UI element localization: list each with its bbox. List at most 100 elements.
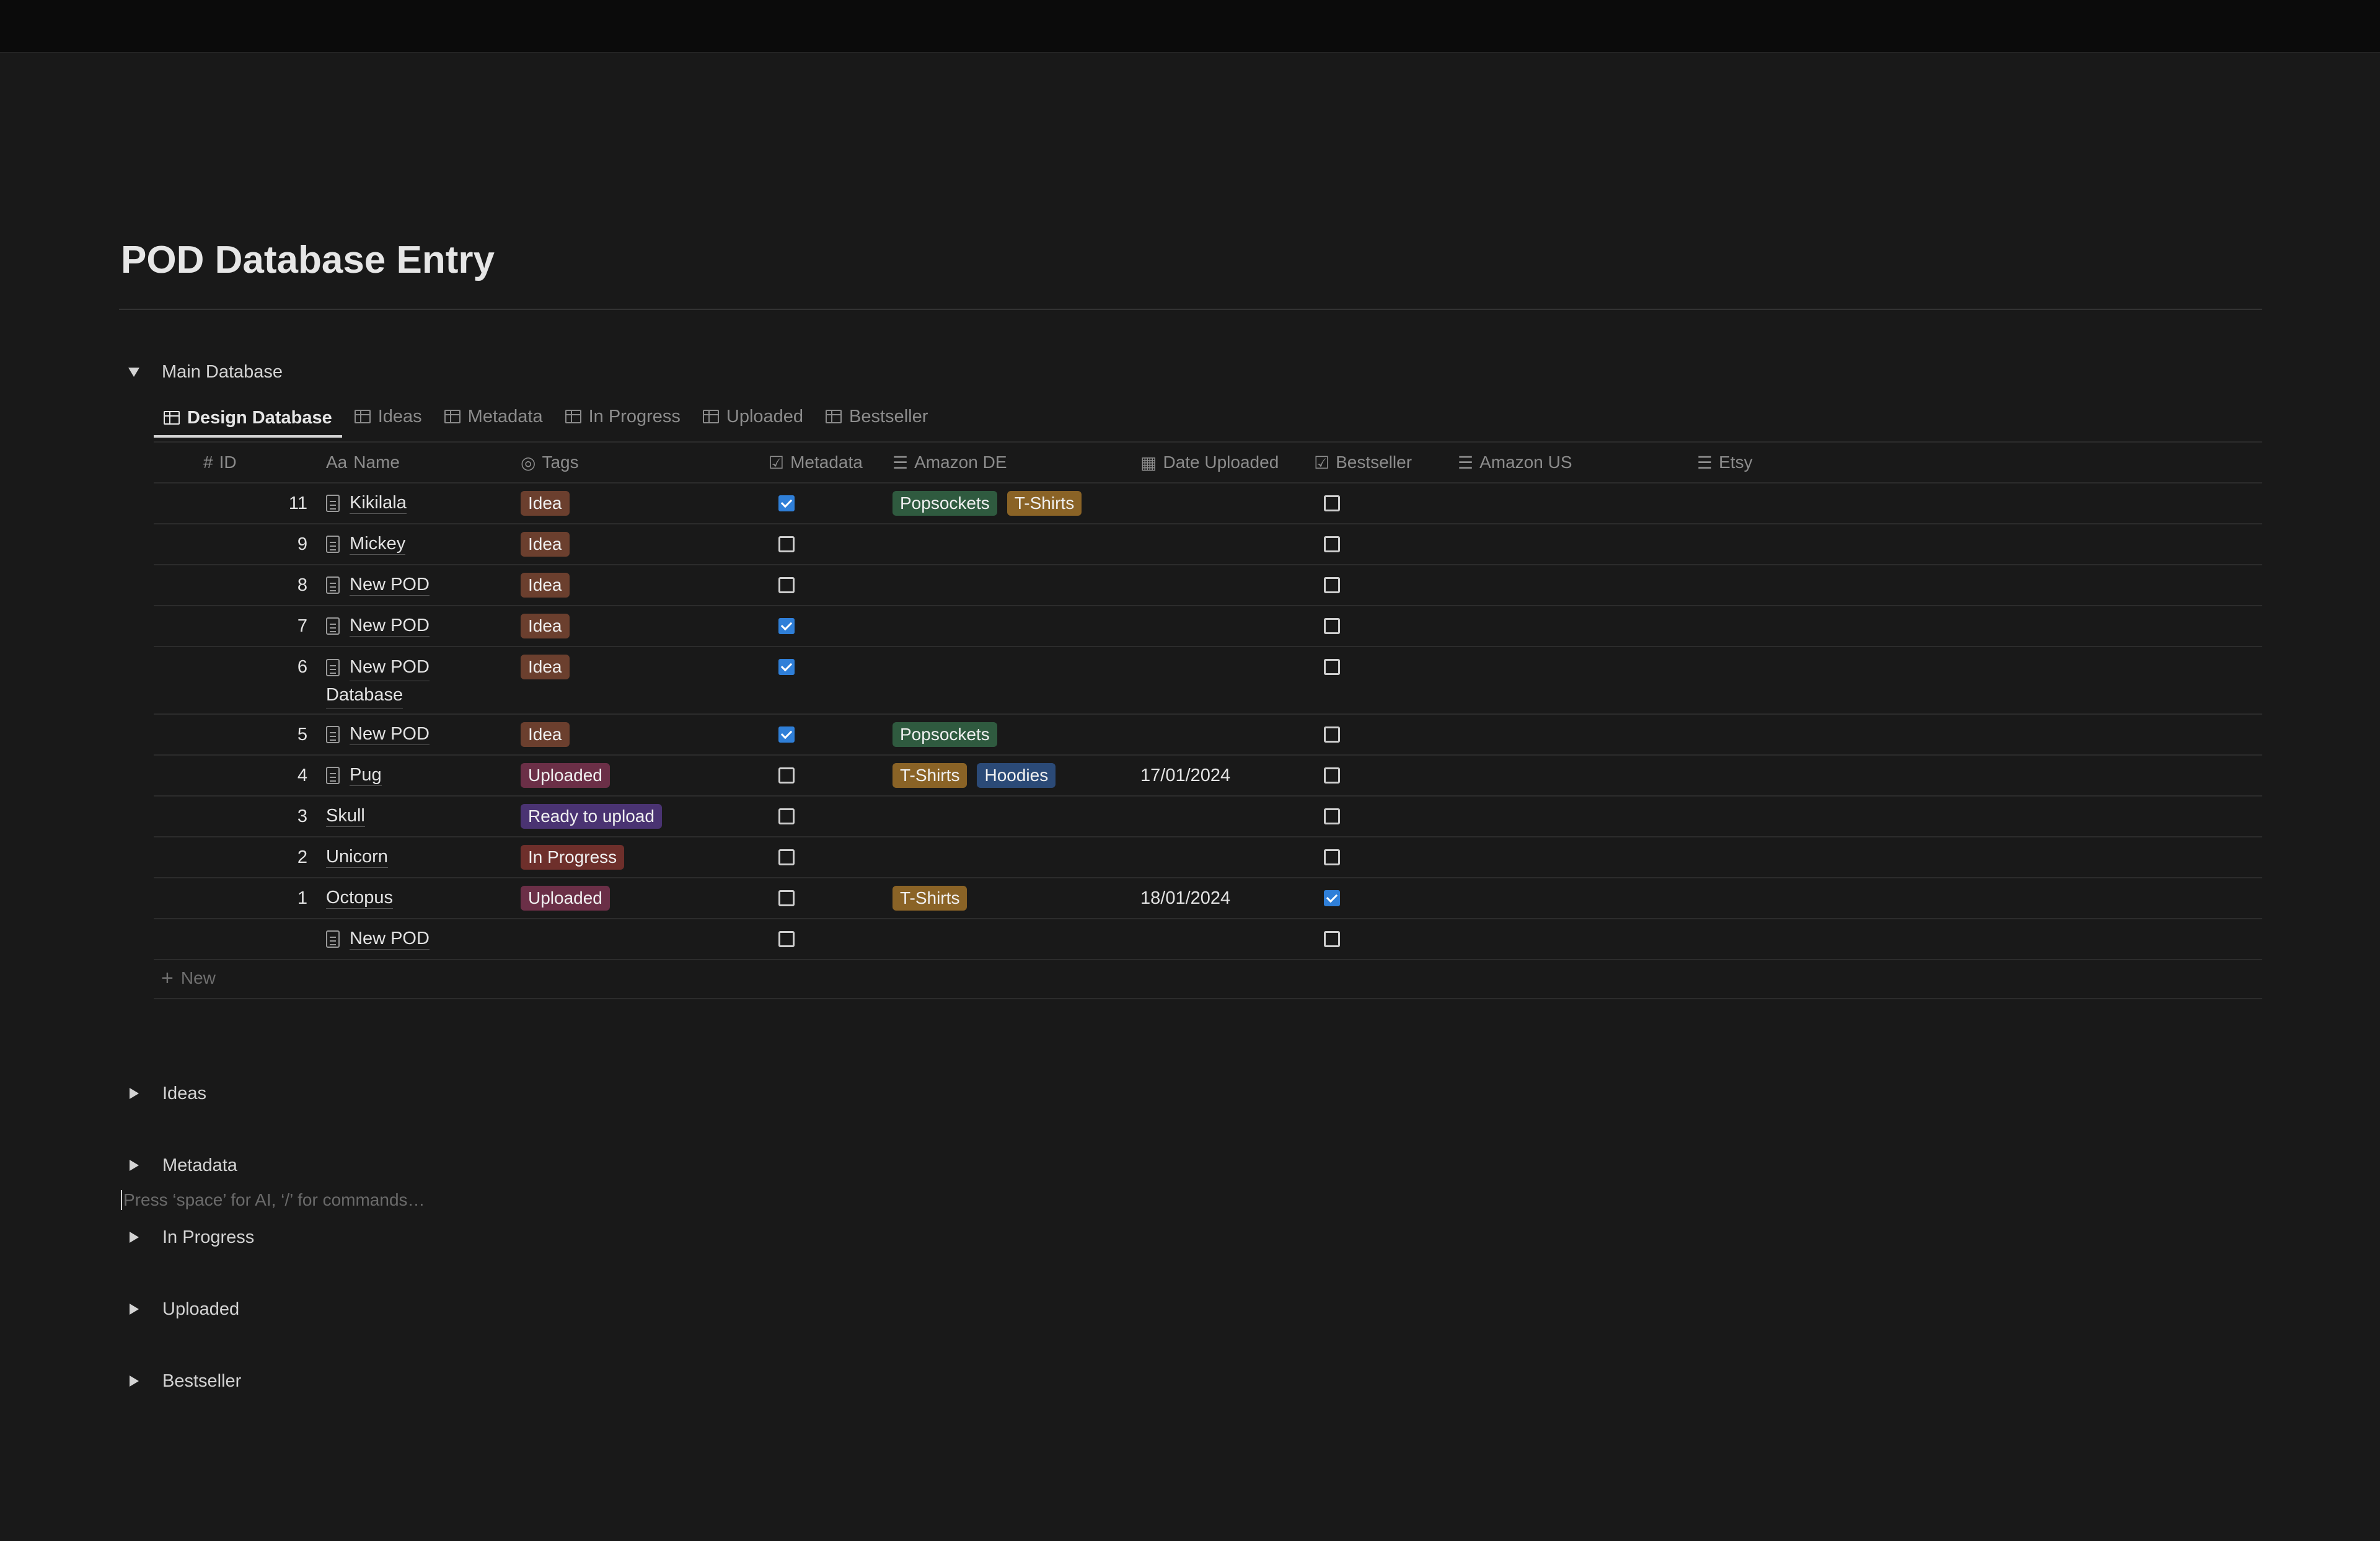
row-title[interactable]: Octopus xyxy=(326,888,393,909)
row-title[interactable]: Unicorn xyxy=(326,847,388,868)
cell-date-uploaded[interactable]: 18/01/2024 xyxy=(1140,888,1231,908)
cell-amazon-de[interactable]: T-Shirts Hoodies xyxy=(892,756,1065,795)
bestseller-checkbox[interactable] xyxy=(1324,890,1340,906)
cell-tags[interactable]: Uploaded xyxy=(521,756,620,795)
cell-name[interactable]: Skull xyxy=(326,797,365,836)
bestseller-checkbox[interactable] xyxy=(1324,808,1340,824)
cell-name[interactable]: New POD xyxy=(326,919,430,959)
metadata-checkbox[interactable] xyxy=(778,726,795,743)
table-row[interactable]: 9 Mickey Idea xyxy=(154,524,2262,565)
column-header-tags[interactable]: ◎ Tags xyxy=(521,443,579,482)
tab-metadata[interactable]: Metadata xyxy=(434,400,553,433)
bestseller-checkbox[interactable] xyxy=(1324,849,1340,865)
cell-name[interactable]: New POD Database xyxy=(326,647,430,709)
bestseller-checkbox[interactable] xyxy=(1324,618,1340,634)
toggle-ideas[interactable]: Ideas xyxy=(127,1080,206,1107)
caret-right-icon[interactable] xyxy=(130,1232,139,1243)
table-row[interactable]: 6 New POD Database Idea xyxy=(154,647,2262,715)
column-header-metadata[interactable]: ☑ Metadata xyxy=(769,443,863,482)
toggle-bestseller[interactable]: Bestseller xyxy=(127,1367,241,1395)
table-row[interactable]: 8 New POD Idea xyxy=(154,565,2262,606)
cell-name[interactable]: Pug xyxy=(326,756,382,795)
row-title[interactable]: New POD xyxy=(350,575,430,596)
cell-tags[interactable]: Idea xyxy=(521,715,580,754)
column-header-bestseller[interactable]: ☑ Bestseller xyxy=(1314,443,1412,482)
metadata-checkbox[interactable] xyxy=(778,536,795,552)
column-header-etsy[interactable]: ☰ Etsy xyxy=(1697,443,1753,482)
tab-ideas[interactable]: Ideas xyxy=(345,400,432,433)
cell-tags[interactable]: Idea xyxy=(521,565,580,605)
table-row[interactable]: 2 Unicorn In Progress xyxy=(154,837,2262,878)
cell-name[interactable]: New POD xyxy=(326,606,430,646)
cell-tags[interactable]: Idea xyxy=(521,524,580,564)
caret-right-icon[interactable] xyxy=(130,1160,139,1171)
metadata-checkbox[interactable] xyxy=(778,659,795,675)
bestseller-checkbox[interactable] xyxy=(1324,495,1340,511)
bestseller-checkbox[interactable] xyxy=(1324,659,1340,675)
caret-right-icon[interactable] xyxy=(130,1304,139,1315)
cell-amazon-de[interactable]: Popsockets T-Shirts xyxy=(892,483,1091,523)
cell-name[interactable]: Unicorn xyxy=(326,837,388,877)
table-row[interactable]: 1 Octopus Uploaded T-Shirts 18/01/2024 xyxy=(154,878,2262,919)
new-row-button[interactable]: + New xyxy=(161,958,216,998)
caret-down-icon[interactable] xyxy=(128,367,139,377)
metadata-checkbox[interactable] xyxy=(778,767,795,784)
cell-name[interactable]: New POD xyxy=(326,715,430,754)
bestseller-checkbox[interactable] xyxy=(1324,577,1340,593)
metadata-checkbox[interactable] xyxy=(778,931,795,947)
editor-placeholder[interactable]: Press ‘space’ for AI, ‘/’ for commands… xyxy=(121,1190,425,1210)
row-title[interactable]: New POD xyxy=(350,929,430,950)
column-header-id[interactable]: # ID xyxy=(203,443,237,482)
cell-tags[interactable]: Idea xyxy=(521,606,580,646)
row-title[interactable]: Mickey xyxy=(350,534,406,555)
column-header-amazon-de[interactable]: ☰ Amazon DE xyxy=(892,443,1007,482)
metadata-checkbox[interactable] xyxy=(778,577,795,593)
metadata-checkbox[interactable] xyxy=(778,618,795,634)
row-title[interactable]: New POD xyxy=(350,653,430,681)
cell-name[interactable]: Kikilala xyxy=(326,483,407,523)
column-header-date-uploaded[interactable]: ▦ Date Uploaded xyxy=(1140,443,1279,482)
metadata-checkbox[interactable] xyxy=(778,890,795,906)
cell-amazon-de[interactable]: Popsockets xyxy=(892,715,1007,754)
metadata-checkbox[interactable] xyxy=(778,849,795,865)
tab-bestseller[interactable]: Bestseller xyxy=(816,400,938,433)
cell-tags[interactable]: Idea xyxy=(521,647,580,687)
toggle-metadata[interactable]: Metadata xyxy=(127,1152,237,1179)
cell-tags[interactable]: Ready to upload xyxy=(521,797,672,836)
row-title[interactable]: Kikilala xyxy=(350,493,407,514)
table-row[interactable]: 7 New POD Idea xyxy=(154,606,2262,647)
table-row[interactable]: 3 Skull Ready to upload xyxy=(154,797,2262,837)
row-title[interactable]: New POD xyxy=(350,616,430,637)
table-row[interactable]: 4 Pug Uploaded T-Shirts Hoodies 17/01/2024 xyxy=(154,756,2262,797)
row-title[interactable]: Skull xyxy=(326,806,365,827)
cell-name[interactable]: Mickey xyxy=(326,524,406,564)
toggle-in-progress[interactable]: In Progress xyxy=(127,1224,254,1251)
bestseller-checkbox[interactable] xyxy=(1324,767,1340,784)
cell-tags[interactable]: In Progress xyxy=(521,837,634,877)
bestseller-checkbox[interactable] xyxy=(1324,931,1340,947)
toggle-uploaded[interactable]: Uploaded xyxy=(127,1296,239,1323)
table-row[interactable]: 5 New POD Idea Popsockets xyxy=(154,715,2262,756)
row-title[interactable]: Pug xyxy=(350,765,382,786)
cell-tags[interactable]: Idea xyxy=(521,483,580,523)
row-title-continued[interactable]: Database xyxy=(326,681,403,709)
bestseller-checkbox[interactable] xyxy=(1324,726,1340,743)
caret-right-icon[interactable] xyxy=(130,1375,139,1387)
table-row[interactable]: New POD xyxy=(154,919,2262,960)
table-row[interactable]: 11 Kikilala Idea Popsockets T-Shirts xyxy=(154,483,2262,524)
column-header-amazon-us[interactable]: ☰ Amazon US xyxy=(1458,443,1572,482)
metadata-checkbox[interactable] xyxy=(778,495,795,511)
tab-design-database[interactable]: Design Database xyxy=(154,400,342,438)
cell-name[interactable]: New POD xyxy=(326,565,430,605)
metadata-checkbox[interactable] xyxy=(778,808,795,824)
cell-name[interactable]: Octopus xyxy=(326,878,393,918)
cell-tags[interactable]: Uploaded xyxy=(521,878,620,918)
tab-uploaded[interactable]: Uploaded xyxy=(693,400,813,433)
bestseller-checkbox[interactable] xyxy=(1324,536,1340,552)
column-header-name[interactable]: Aa Name xyxy=(326,443,400,482)
cell-amazon-de[interactable]: T-Shirts xyxy=(892,878,977,918)
toggle-main-database[interactable]: Main Database xyxy=(127,358,283,386)
row-title[interactable]: New POD xyxy=(350,724,430,745)
tab-in-progress[interactable]: In Progress xyxy=(555,400,690,433)
caret-right-icon[interactable] xyxy=(130,1088,139,1099)
